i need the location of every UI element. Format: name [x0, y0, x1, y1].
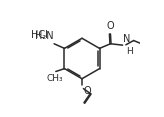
Text: N: N: [123, 34, 131, 44]
Text: O: O: [84, 86, 91, 96]
Text: O: O: [106, 21, 114, 31]
Text: H: H: [126, 47, 133, 56]
Text: HCl: HCl: [31, 30, 48, 40]
Text: H₂N: H₂N: [35, 31, 53, 41]
Text: CH₃: CH₃: [47, 74, 63, 83]
